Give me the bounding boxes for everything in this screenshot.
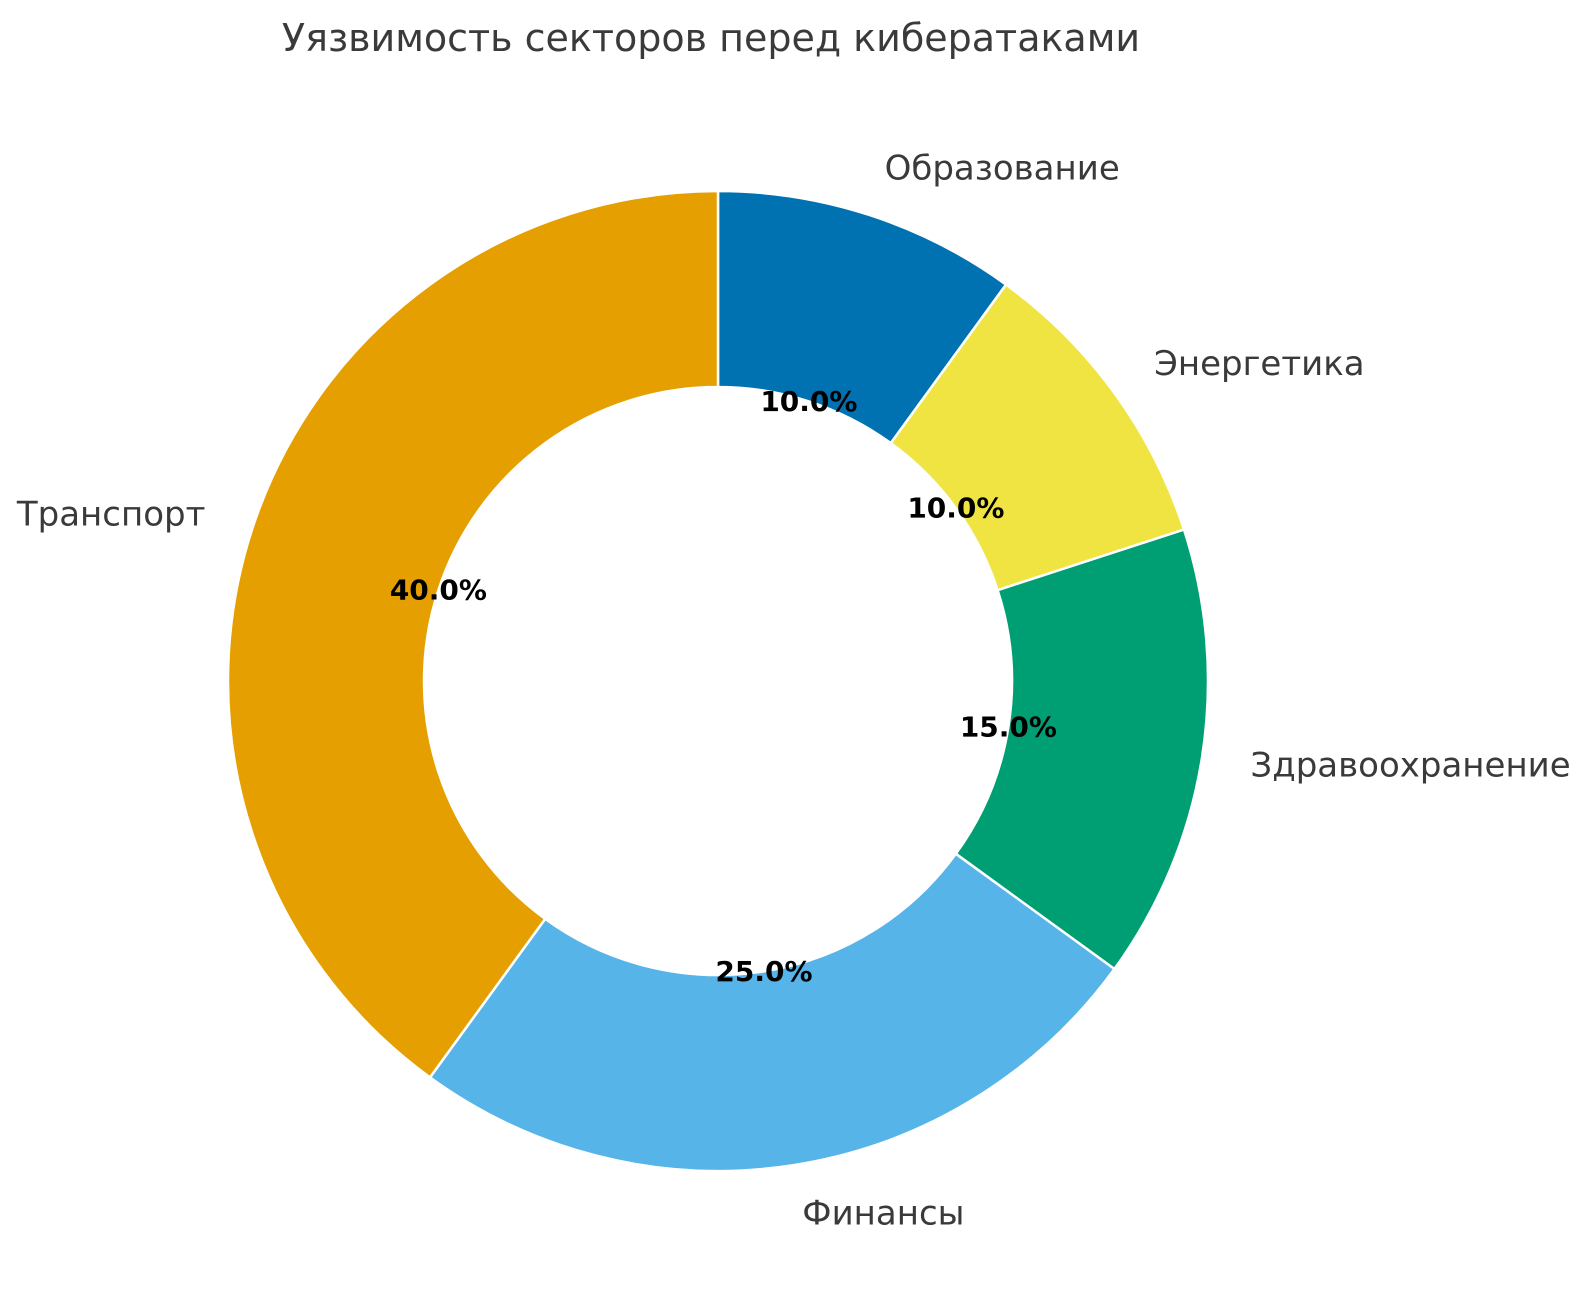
pie-slice-3 bbox=[428, 852, 1116, 1173]
slice-pct-3: 25.0% bbox=[715, 955, 812, 988]
slice-label-1: Энергетика bbox=[1154, 344, 1365, 384]
slice-pct-1: 10.0% bbox=[907, 492, 1004, 525]
pie-slice-2 bbox=[954, 528, 1210, 971]
slice-label-2: Здравоохранение bbox=[1250, 745, 1570, 785]
slice-pct-2: 15.0% bbox=[960, 711, 1057, 744]
slice-label-3: Финансы bbox=[802, 1193, 964, 1233]
slice-pct-4: 40.0% bbox=[390, 574, 487, 607]
pie-slice-4 bbox=[226, 189, 720, 1079]
chart-title: Уязвимость секторов перед кибератаками bbox=[281, 16, 1141, 60]
slice-label-4: Транспорт bbox=[16, 494, 206, 534]
slice-label-0: Образование bbox=[885, 148, 1120, 188]
slice-pct-0: 10.0% bbox=[760, 385, 857, 418]
